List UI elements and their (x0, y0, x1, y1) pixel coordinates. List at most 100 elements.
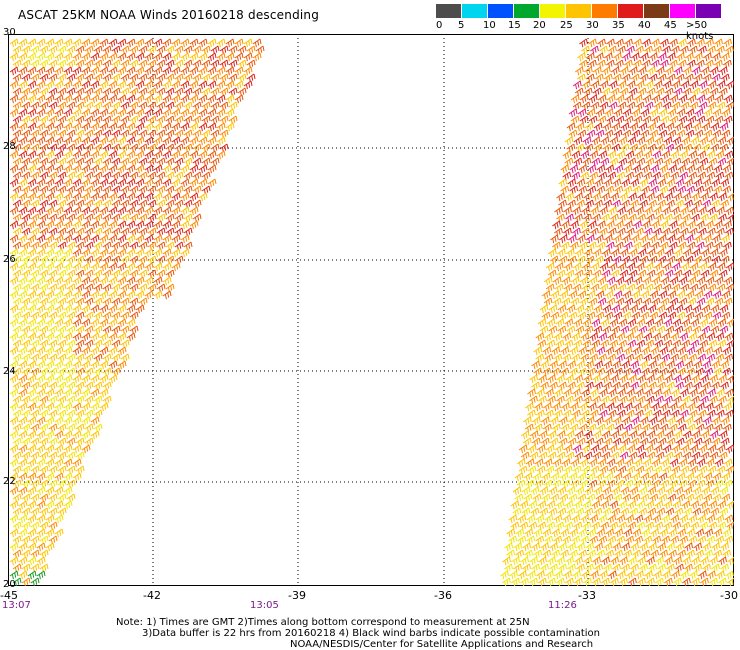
wind-barb (581, 101, 591, 111)
wind-barb (726, 500, 734, 510)
wind-barb (90, 388, 100, 398)
wind-barb (18, 122, 28, 132)
wind-barb (688, 150, 698, 160)
wind-barb (727, 395, 734, 405)
wind-barb (66, 395, 76, 405)
wind-barb (646, 556, 655, 566)
wind-barb (18, 570, 28, 580)
wind-barb (632, 241, 642, 251)
wind-barb (546, 318, 556, 328)
wind-barb (138, 101, 148, 111)
wind-barb (587, 185, 597, 195)
wind-barb (108, 108, 118, 118)
wind-barb (666, 73, 676, 83)
wind-barb (573, 521, 583, 531)
wind-barb (72, 402, 82, 412)
wind-barb (538, 556, 547, 566)
wind-barb (689, 101, 699, 111)
wind-barb (659, 528, 669, 538)
wind-barb (618, 318, 628, 328)
wind-barb (219, 73, 229, 83)
wind-barb (691, 248, 701, 258)
wind-barb (9, 360, 19, 370)
wind-barb (661, 535, 671, 545)
wind-barb (156, 157, 166, 167)
wind-barb (27, 192, 37, 202)
wind-barb (93, 213, 103, 223)
wind-barb (673, 87, 683, 97)
wind-barb (553, 535, 563, 545)
wind-barb (216, 66, 226, 76)
wind-barb (700, 248, 710, 258)
wind-barb (189, 122, 199, 132)
wind-barb (189, 164, 199, 174)
wind-barb (18, 472, 28, 482)
wind-barb (580, 535, 590, 545)
wind-barb (667, 52, 676, 62)
wind-barb (81, 80, 91, 90)
wind-barb (63, 458, 73, 468)
wind-barb (180, 234, 190, 244)
wind-barb (108, 192, 118, 202)
wind-barb (684, 234, 694, 244)
wind-barb (700, 192, 710, 202)
wind-barb (72, 94, 82, 104)
wind-barb (21, 479, 31, 489)
wind-barb (66, 409, 76, 419)
wind-barb (614, 241, 624, 251)
wind-barb (111, 143, 121, 153)
wind-barb (679, 150, 689, 160)
wind-barb (621, 542, 631, 552)
wind-barb (700, 269, 710, 279)
wind-barb (655, 395, 664, 405)
wind-barb (57, 157, 67, 167)
wind-barb (691, 213, 700, 223)
wind-barb (571, 150, 581, 160)
wind-barb (138, 241, 148, 251)
wind-barb (624, 276, 634, 286)
wind-barb (513, 542, 523, 552)
wind-barb (566, 304, 576, 314)
wind-barb (585, 199, 594, 209)
wind-barb (27, 206, 37, 216)
wind-barb (628, 374, 637, 384)
wind-barb (216, 94, 226, 104)
wind-barb (156, 115, 166, 125)
wind-barb (63, 318, 73, 328)
wind-barb (543, 479, 553, 489)
wind-barb (517, 535, 527, 545)
wind-barb (144, 136, 154, 146)
wind-barb (587, 528, 597, 538)
wind-barb (36, 262, 46, 272)
wind-barb (102, 367, 112, 377)
wind-barb (39, 353, 49, 363)
wind-barb (535, 332, 545, 342)
wind-barb (174, 143, 184, 153)
y-tick-label: 26 (3, 254, 16, 265)
wind-barb (531, 360, 541, 370)
wind-barb (597, 38, 606, 48)
wind-barb (57, 311, 67, 321)
wind-barb (567, 255, 577, 265)
wind-barb (660, 220, 669, 230)
wind-barb (633, 94, 643, 104)
wind-barb (641, 423, 651, 433)
wind-barb (48, 353, 58, 363)
wind-barb (651, 458, 661, 468)
wind-barb (668, 185, 678, 195)
wind-barb (225, 94, 235, 104)
wind-barb (717, 339, 727, 349)
wind-barb (48, 339, 58, 349)
wind-barb (646, 577, 655, 586)
wind-barb (601, 451, 611, 461)
wind-barb (681, 521, 691, 531)
wind-barb (228, 115, 238, 125)
wind-barb (696, 458, 706, 468)
wind-barb (135, 192, 145, 202)
wind-barb (604, 52, 613, 62)
wind-barb (700, 430, 710, 440)
wind-barb (579, 38, 588, 48)
wind-barb (585, 255, 595, 265)
wind-barb (9, 248, 19, 258)
wind-barb (153, 178, 163, 188)
